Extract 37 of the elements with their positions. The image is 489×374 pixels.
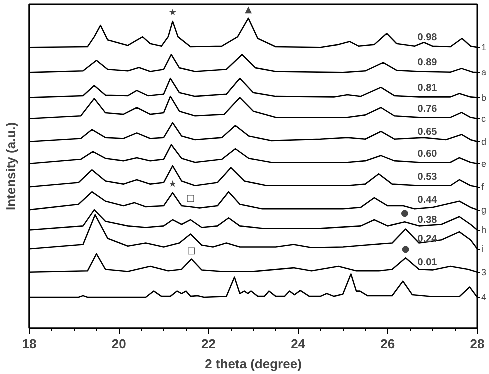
legend-label: i bbox=[482, 244, 484, 254]
annotation: 0.53 bbox=[418, 172, 438, 184]
annotation: 0.01 bbox=[418, 257, 438, 268]
annotation: 0.89 bbox=[418, 58, 438, 69]
annotation: ▲ bbox=[245, 5, 252, 16]
x-tick-label: 18 bbox=[22, 336, 37, 352]
x-tick-label: 24 bbox=[291, 336, 306, 352]
annotation: ★ bbox=[168, 180, 177, 190]
legend-label: a bbox=[482, 68, 487, 78]
legend-label: d bbox=[482, 136, 487, 147]
y-axis-title: Intensity (a.u.) bbox=[4, 122, 18, 211]
annotation: ● bbox=[402, 245, 410, 256]
legend-label: c bbox=[482, 114, 486, 124]
annotation: 0.38 bbox=[418, 215, 438, 226]
annotation: 0.81 bbox=[418, 82, 438, 94]
legend-label: g bbox=[482, 205, 487, 216]
annotation: 0.60 bbox=[418, 148, 438, 160]
legend-label: f bbox=[482, 182, 484, 192]
annotation: □ bbox=[186, 194, 196, 204]
annotation: 0.76 bbox=[418, 104, 438, 115]
annotation: ● bbox=[400, 209, 409, 220]
annotation: 0.98 bbox=[418, 32, 438, 44]
legend-label: e bbox=[482, 158, 487, 169]
x-tick-label: 28 bbox=[470, 336, 485, 352]
annotation: 0.65 bbox=[418, 126, 438, 138]
legend-label: h bbox=[482, 225, 487, 236]
annotation: 0.44 bbox=[418, 195, 438, 206]
legend-label: 4 bbox=[482, 292, 487, 302]
legend-label: b bbox=[482, 92, 487, 103]
annotation: □ bbox=[187, 246, 196, 256]
annotation: ★ bbox=[168, 8, 177, 19]
x-axis-title: 2 theta (degree) bbox=[205, 356, 302, 372]
legend-label: 1 bbox=[482, 42, 487, 53]
x-tick-label: 22 bbox=[201, 336, 216, 352]
legend-label: 3 bbox=[482, 267, 487, 278]
x-tick-label: 26 bbox=[380, 336, 396, 352]
x-tick-label: 20 bbox=[112, 336, 126, 352]
